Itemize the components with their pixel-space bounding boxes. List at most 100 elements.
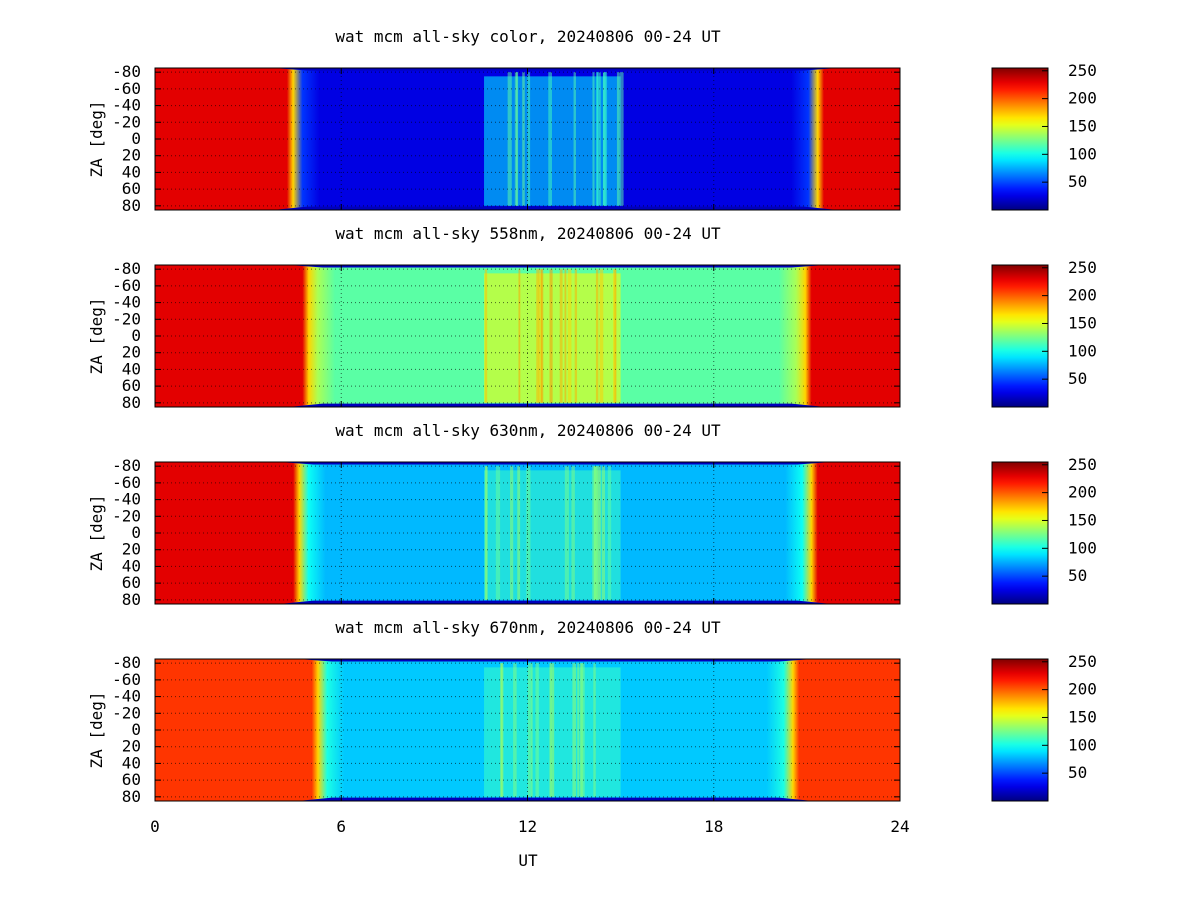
streak: [537, 663, 540, 797]
streak: [484, 466, 488, 600]
colorbar-tick-label: 200: [1068, 483, 1097, 502]
streak: [500, 663, 503, 797]
y-tick-label: 20: [122, 737, 141, 756]
streak: [550, 663, 555, 797]
horizon-band-top: [297, 659, 814, 662]
y-tick-label: -80: [112, 62, 141, 81]
colorbar: [991, 658, 1049, 802]
colorbar-tick-label: 50: [1068, 172, 1087, 191]
y-tick-label: -60: [112, 670, 141, 689]
streak: [536, 269, 539, 403]
panel-title: wat mcm all-sky color, 20240806 00-24 UT: [335, 27, 721, 46]
y-axis-label: ZA [deg]: [87, 494, 106, 571]
y-tick-label: -20: [112, 309, 141, 328]
y-tick-label: 0: [131, 129, 141, 148]
y-tick-label: -40: [112, 96, 141, 115]
streak: [548, 72, 552, 206]
horizon-band-top: [288, 265, 826, 268]
streak: [596, 466, 601, 600]
streak: [514, 72, 518, 206]
streak: [593, 663, 596, 797]
panel-title: wat mcm all-sky 670nm, 20240806 00-24 UT: [335, 618, 721, 637]
colorbar-tick-label: 100: [1068, 144, 1097, 163]
colorbar: [991, 67, 1049, 211]
y-tick-label: -40: [112, 687, 141, 706]
colorbar-tick-label: 50: [1068, 566, 1087, 585]
y-tick-label: -80: [112, 259, 141, 278]
colorbar-tick-label: 50: [1068, 369, 1087, 388]
streak: [564, 269, 567, 403]
y-tick-label: 40: [122, 162, 141, 181]
streak: [597, 72, 601, 206]
colorbar-tick-label: 150: [1068, 510, 1097, 529]
colorbar-tick-label: 200: [1068, 89, 1097, 108]
horizon-band-bottom: [288, 403, 826, 407]
y-tick-label: 60: [122, 179, 141, 198]
colorbar-tick-label: 200: [1068, 286, 1097, 305]
colorbar-tick-label: 100: [1068, 735, 1097, 754]
colorbar-tick-label: 150: [1068, 116, 1097, 135]
y-tick-label: 40: [122, 753, 141, 772]
y-tick-label: 80: [122, 787, 141, 806]
y-tick-label: 60: [122, 376, 141, 395]
streak: [599, 269, 604, 403]
streak: [507, 72, 512, 206]
colorbar-tick-label: 150: [1068, 707, 1097, 726]
y-axis-label: ZA [deg]: [87, 100, 106, 177]
colorbar-tick-label: 250: [1068, 652, 1097, 671]
streak: [535, 663, 538, 797]
panel-title: wat mcm all-sky 558nm, 20240806 00-24 UT: [335, 224, 721, 243]
y-tick-label: -20: [112, 703, 141, 722]
streak: [538, 269, 543, 403]
streak: [513, 663, 517, 797]
y-tick-label: 80: [122, 590, 141, 609]
y-tick-label: 0: [131, 523, 141, 542]
x-tick-label: 6: [336, 817, 346, 836]
colorbar-tick-label: 200: [1068, 680, 1097, 699]
y-tick-label: -60: [112, 473, 141, 492]
horizon-band-top: [279, 462, 832, 465]
y-tick-label: 20: [122, 540, 141, 559]
bottom-axis: 0 6 12 18 24: [150, 817, 909, 836]
streak: [564, 466, 569, 600]
streak: [484, 269, 488, 403]
y-tick-label: -80: [112, 653, 141, 672]
y-tick-label: 80: [122, 196, 141, 215]
y-tick-label: -40: [112, 490, 141, 509]
colorbar-tick-label: 50: [1068, 763, 1087, 782]
streak: [526, 466, 531, 600]
streak: [607, 466, 612, 600]
y-tick-label: -60: [112, 276, 141, 295]
streak: [527, 72, 531, 206]
streak: [559, 269, 563, 403]
horizon-band-bottom: [272, 206, 838, 210]
y-tick-label: -60: [112, 79, 141, 98]
y-tick-label: -80: [112, 456, 141, 475]
y-tick-label: 60: [122, 770, 141, 789]
streak: [573, 72, 576, 206]
colorbar-tick-label: 250: [1068, 455, 1097, 474]
y-tick-label: 20: [122, 146, 141, 165]
x-tick-label: 24: [890, 817, 909, 836]
horizon-band-top: [272, 68, 838, 71]
colorbar: [991, 264, 1049, 408]
y-tick-label: 60: [122, 573, 141, 592]
y-tick-label: 20: [122, 343, 141, 362]
streak: [517, 466, 521, 600]
x-tick-label: 18: [704, 817, 723, 836]
streak: [577, 663, 580, 797]
streak: [495, 466, 501, 600]
panel-title: wat mcm all-sky 630nm, 20240806 00-24 UT: [335, 421, 721, 440]
y-tick-label: 0: [131, 720, 141, 739]
y-tick-label: -20: [112, 112, 141, 131]
streak: [527, 663, 532, 797]
x-tick-label: 12: [518, 817, 537, 836]
streak: [620, 72, 624, 206]
streak: [616, 72, 620, 206]
